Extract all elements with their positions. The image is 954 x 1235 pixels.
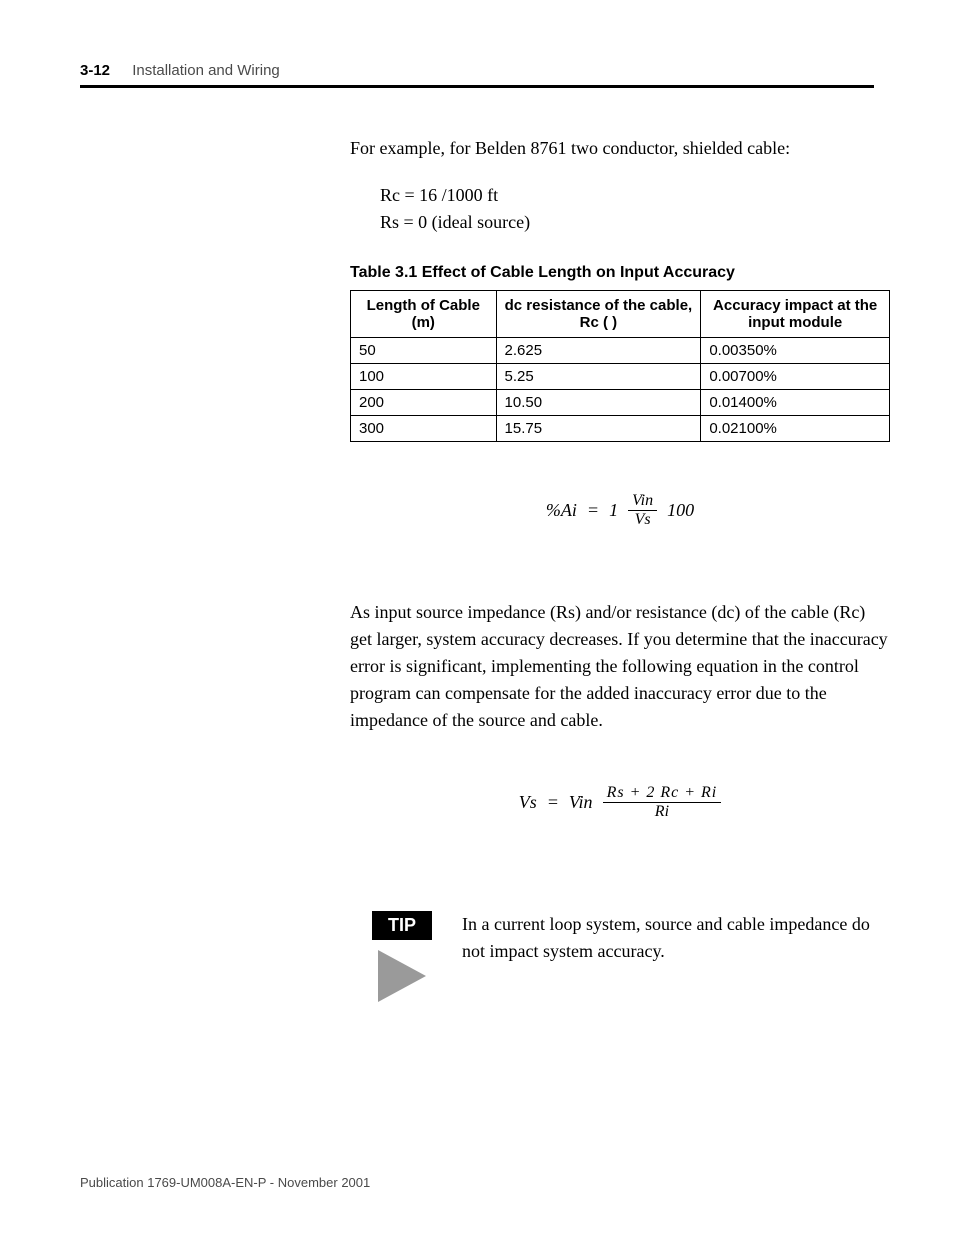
table-cell: 100 bbox=[351, 364, 497, 390]
eq-mult: 100 bbox=[667, 500, 694, 521]
table-row: 50 2.625 0.00350% bbox=[351, 338, 890, 364]
eq-frac-num: Vin bbox=[628, 492, 657, 511]
table-row: 300 15.75 0.02100% bbox=[351, 416, 890, 442]
intro-paragraph: For example, for Belden 8761 two conduct… bbox=[350, 135, 890, 162]
body-paragraph: As input source impedance (Rs) and/or re… bbox=[350, 599, 890, 734]
tip-text: In a current loop system, source and cab… bbox=[462, 911, 890, 965]
table-cell: 200 bbox=[351, 390, 497, 416]
table-header-row: Length of Cable (m) dc resistance of the… bbox=[351, 291, 890, 338]
parameter-block: Rc = 16 /1000 ft Rs = 0 (ideal source) bbox=[380, 182, 890, 236]
table-header: Accuracy impact at the input module bbox=[701, 291, 890, 338]
equation-vs: Vs = Vin Rs + 2 Rc + Ri Ri bbox=[350, 784, 890, 821]
table-title: Table 3.1 Effect of Cable Length on Inpu… bbox=[350, 264, 890, 282]
table-cell: 50 bbox=[351, 338, 497, 364]
rs-line: Rs = 0 (ideal source) bbox=[380, 209, 890, 236]
tip-block: TIP In a current loop system, source and… bbox=[372, 911, 890, 1002]
eq2-equals: = bbox=[547, 792, 559, 813]
eq2-fraction: Rs + 2 Rc + Ri Ri bbox=[603, 784, 722, 821]
eq-equals: = bbox=[587, 500, 599, 521]
page-number: 3-12 bbox=[80, 62, 110, 79]
table-cell: 15.75 bbox=[496, 416, 701, 442]
eq-one: 1 bbox=[609, 500, 618, 521]
cable-length-table: Length of Cable (m) dc resistance of the… bbox=[350, 290, 890, 442]
table-cell: 5.25 bbox=[496, 364, 701, 390]
header-section-title: Installation and Wiring bbox=[132, 62, 280, 79]
eq-fraction: Vin Vs bbox=[628, 492, 657, 529]
table-cell: 2.625 bbox=[496, 338, 701, 364]
table-cell: 0.02100% bbox=[701, 416, 890, 442]
table-header: Length of Cable (m) bbox=[351, 291, 497, 338]
equation-ai: %Ai = 1 Vin Vs 100 bbox=[350, 492, 890, 529]
publication-footer: Publication 1769-UM008A-EN-P - November … bbox=[80, 1175, 370, 1190]
table-header: dc resistance of the cable, Rc ( ) bbox=[496, 291, 701, 338]
table-cell: 0.01400% bbox=[701, 390, 890, 416]
eq-lhs: %Ai bbox=[546, 500, 577, 521]
table-cell: 0.00350% bbox=[701, 338, 890, 364]
tip-triangle-icon bbox=[378, 950, 426, 1002]
page-content: For example, for Belden 8761 two conduct… bbox=[350, 135, 890, 1002]
table-row: 200 10.50 0.01400% bbox=[351, 390, 890, 416]
table-cell: 300 bbox=[351, 416, 497, 442]
rc-line: Rc = 16 /1000 ft bbox=[380, 182, 890, 209]
table-row: 100 5.25 0.00700% bbox=[351, 364, 890, 390]
table-cell: 10.50 bbox=[496, 390, 701, 416]
eq2-frac-den: Ri bbox=[651, 803, 673, 821]
page-header: 3-12 Installation and Wiring bbox=[80, 62, 874, 88]
eq2-vin: Vin bbox=[569, 792, 593, 813]
tip-icon-column: TIP bbox=[372, 911, 432, 1002]
eq-frac-den: Vs bbox=[631, 511, 655, 529]
tip-label: TIP bbox=[372, 911, 432, 940]
eq2-lhs: Vs bbox=[519, 792, 537, 813]
eq2-frac-num: Rs + 2 Rc + Ri bbox=[603, 784, 722, 803]
table-cell: 0.00700% bbox=[701, 364, 890, 390]
